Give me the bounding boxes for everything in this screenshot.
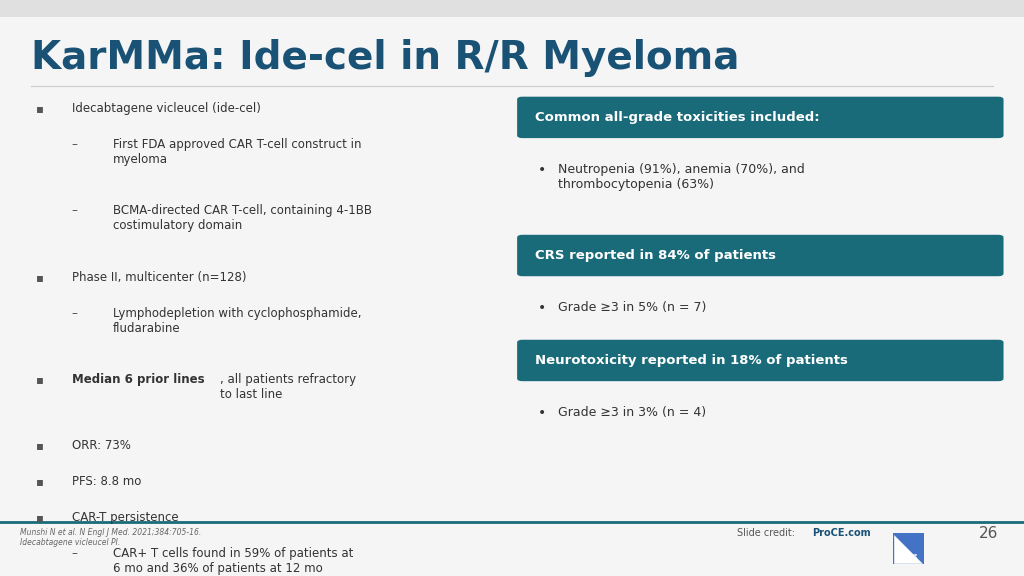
Text: ▪: ▪ (36, 102, 44, 115)
Text: ▪: ▪ (36, 439, 44, 452)
Text: , all patients refractory
to last line: , all patients refractory to last line (220, 373, 356, 401)
Text: ProCE: ProCE (902, 554, 918, 559)
Text: Phase II, multicenter (n=128): Phase II, multicenter (n=128) (72, 271, 246, 284)
Text: Neurotoxicity reported in 18% of patients: Neurotoxicity reported in 18% of patient… (535, 354, 848, 367)
Text: ORR: 73%: ORR: 73% (72, 439, 130, 452)
Text: 26: 26 (979, 526, 998, 541)
Text: CAR-T persistence: CAR-T persistence (72, 511, 178, 524)
FancyBboxPatch shape (517, 235, 1004, 276)
FancyBboxPatch shape (517, 340, 1004, 381)
Text: •: • (538, 406, 546, 420)
Text: KarMMa: Ide-cel in R/R Myeloma: KarMMa: Ide-cel in R/R Myeloma (31, 39, 739, 77)
Text: ▪: ▪ (36, 511, 44, 524)
Text: ▪: ▪ (36, 475, 44, 488)
Polygon shape (893, 533, 924, 564)
Text: Common all-grade toxicities included:: Common all-grade toxicities included: (535, 111, 819, 124)
Text: •: • (538, 163, 546, 177)
Text: –: – (72, 547, 78, 560)
Text: –: – (72, 306, 78, 320)
Text: Grade ≥3 in 5% (n = 7): Grade ≥3 in 5% (n = 7) (558, 301, 707, 314)
Text: Grade ≥3 in 3% (n = 4): Grade ≥3 in 3% (n = 4) (558, 406, 707, 419)
Text: Idecabtagene vicleucel (ide-cel): Idecabtagene vicleucel (ide-cel) (72, 102, 260, 115)
Text: Median 6 prior lines: Median 6 prior lines (72, 373, 205, 386)
Text: Lymphodepletion with cyclophosphamide,
fludarabine: Lymphodepletion with cyclophosphamide, f… (113, 306, 361, 335)
Text: –: – (72, 204, 78, 217)
FancyBboxPatch shape (0, 0, 1024, 17)
Text: ProCE.com: ProCE.com (812, 528, 870, 537)
Text: First FDA approved CAR T-cell construct in
myeloma: First FDA approved CAR T-cell construct … (113, 138, 361, 166)
Text: ▪: ▪ (36, 373, 44, 386)
Text: ▪: ▪ (36, 271, 44, 284)
Text: PFS: 8.8 mo: PFS: 8.8 mo (72, 475, 141, 488)
Text: Slide credit:: Slide credit: (737, 528, 799, 537)
Text: Munshi N et al. N Engl J Med. 2021;384:705-16.
Idecabtagene vicleucel PI.: Munshi N et al. N Engl J Med. 2021;384:7… (20, 528, 202, 547)
Text: Neutropenia (91%), anemia (70%), and
thrombocytopenia (63%): Neutropenia (91%), anemia (70%), and thr… (558, 163, 805, 191)
Text: CAR+ T cells found in 59% of patients at
6 mo and 36% of patients at 12 mo: CAR+ T cells found in 59% of patients at… (113, 547, 353, 575)
FancyBboxPatch shape (517, 97, 1004, 138)
Text: BCMA-directed CAR T-cell, containing 4-1BB
costimulatory domain: BCMA-directed CAR T-cell, containing 4-1… (113, 204, 372, 232)
Text: CRS reported in 84% of patients: CRS reported in 84% of patients (535, 249, 775, 262)
Text: –: – (72, 138, 78, 151)
Text: •: • (538, 301, 546, 315)
